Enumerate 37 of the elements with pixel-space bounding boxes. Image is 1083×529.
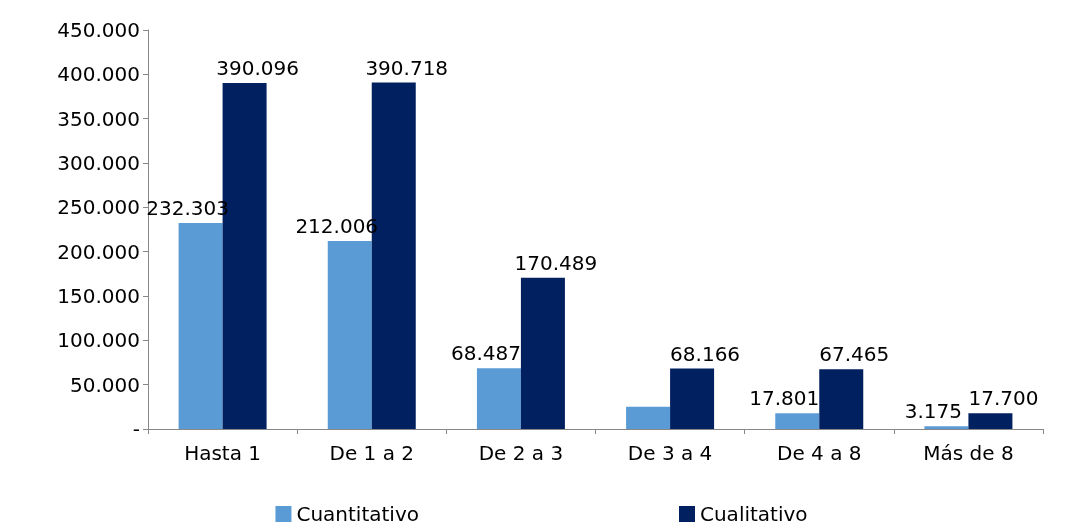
- bar: [819, 369, 864, 429]
- y-tick-label: 200.000: [57, 239, 140, 264]
- data-label: 67.465: [819, 342, 890, 367]
- x-tick-label: De 4 a 8: [777, 441, 862, 465]
- x-tick-label: Más de 8: [923, 441, 1014, 465]
- bar: [476, 368, 521, 429]
- bar: [327, 241, 372, 429]
- bar: [178, 223, 223, 429]
- y-tick-label: 350.000: [57, 106, 140, 131]
- data-label: 17.801: [749, 386, 820, 411]
- bar: [775, 413, 820, 429]
- legend-label: Cualitativo: [699, 502, 808, 526]
- data-label: 390.718: [365, 55, 449, 80]
- y-tick-label: 150.000: [57, 284, 140, 308]
- x-tick-label: De 2 a 3: [478, 441, 564, 465]
- y-tick-label: 250.000: [57, 195, 140, 220]
- bar: [520, 277, 565, 429]
- x-tick-label: Hasta 1: [184, 441, 262, 465]
- x-tick-label: De 1 a 2: [329, 441, 414, 465]
- y-tick-label: 100.000: [57, 328, 140, 353]
- data-label: 68.487: [450, 341, 521, 366]
- y-tick-label: 400.000: [57, 62, 140, 87]
- y-tick-label: 450.000: [57, 18, 140, 42]
- y-tick-label: 50.000: [70, 372, 140, 397]
- x-tick-label: De 3 a 4: [627, 441, 713, 465]
- y-tick-label: -: [132, 417, 140, 441]
- legend-label: Cuantitativo: [296, 502, 419, 526]
- data-label: 170.489: [514, 250, 598, 275]
- data-label: 17.700: [968, 386, 1039, 411]
- y-tick-label: 300.000: [57, 151, 140, 175]
- data-label: 68.166: [670, 341, 741, 366]
- bar: [670, 368, 715, 429]
- bar: [968, 413, 1013, 429]
- data-label: 3.175: [904, 399, 963, 424]
- bar: [626, 406, 671, 429]
- data-label: 390.096: [216, 56, 299, 81]
- bar: [924, 426, 969, 429]
